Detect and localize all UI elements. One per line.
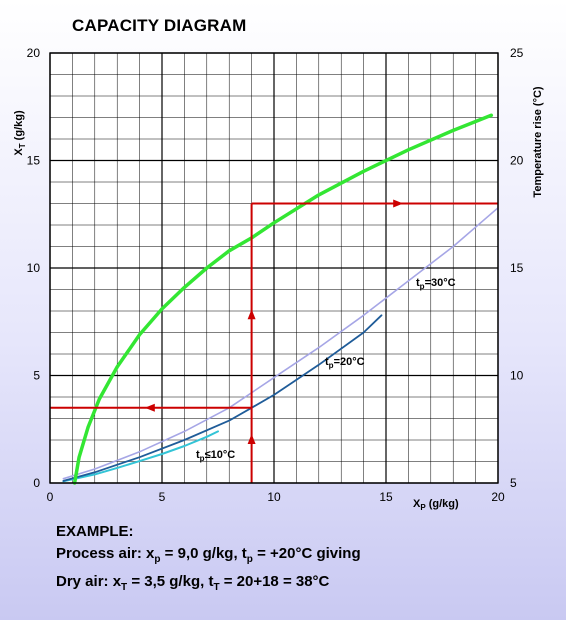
series-line-20c [62, 314, 383, 482]
arrowhead-right [393, 199, 404, 208]
x-tick-label: 15 [379, 490, 393, 504]
y-tick-label: 5 [33, 369, 40, 383]
example-heading: EXAMPLE: [56, 523, 134, 540]
plot-frame [49, 52, 499, 484]
annotation-layer [50, 199, 498, 483]
chart-title: CAPACITY DIAGRAM [72, 16, 247, 35]
y2-tick-label: 15 [510, 261, 524, 275]
y-tick-label: 0 [33, 476, 40, 490]
y-axis-label: XT (g/kg) [13, 110, 27, 156]
y2-tick-label: 10 [510, 369, 524, 383]
x-tick-label: 0 [47, 490, 54, 504]
x-tick-label: 10 [267, 490, 281, 504]
x-tick-label: 20 [491, 490, 505, 504]
x-tick-label: 5 [159, 490, 166, 504]
y2-tick-label: 25 [510, 46, 524, 60]
capacity-chart: 0 5 10 15 20 0 5 10 15 20 5 10 15 20 25 XT (g/kg) Temp… [13, 46, 544, 512]
y2-tick-label: 20 [510, 154, 524, 168]
series-label-30c: tp=30°C [416, 277, 456, 291]
example-line-dry-air: Dry air: xT = 3,5 g/kg, tT = 20+18 = 38°… [56, 573, 330, 593]
y2-axis-label: Temperature rise (°C) [532, 86, 544, 198]
example-line-process-air: Process air: xp = 9,0 g/kg, tp = +20°C g… [56, 545, 361, 565]
x-axis-label: XP (g/kg) [413, 498, 459, 512]
example-box: EXAMPLE: Process air: xp = 9,0 g/kg, tp … [56, 521, 361, 599]
arrowhead-up-lower [247, 434, 256, 444]
series-line-30c [62, 207, 499, 480]
y-tick-label: 20 [27, 46, 41, 60]
y-tick-label: 15 [27, 154, 41, 168]
y2-tick-label: 5 [510, 476, 517, 490]
arrowhead-left [144, 403, 155, 412]
series-line-10c [62, 430, 219, 483]
series-label-10c: tp≤10°C [196, 449, 235, 463]
tick-layer: 0 5 10 15 20 0 5 10 15 20 5 10 15 20 25 [27, 46, 524, 504]
y-tick-label: 10 [27, 261, 41, 275]
arrowhead-up-upper [247, 309, 256, 320]
series-label-20c: tp=20°C [325, 356, 365, 370]
